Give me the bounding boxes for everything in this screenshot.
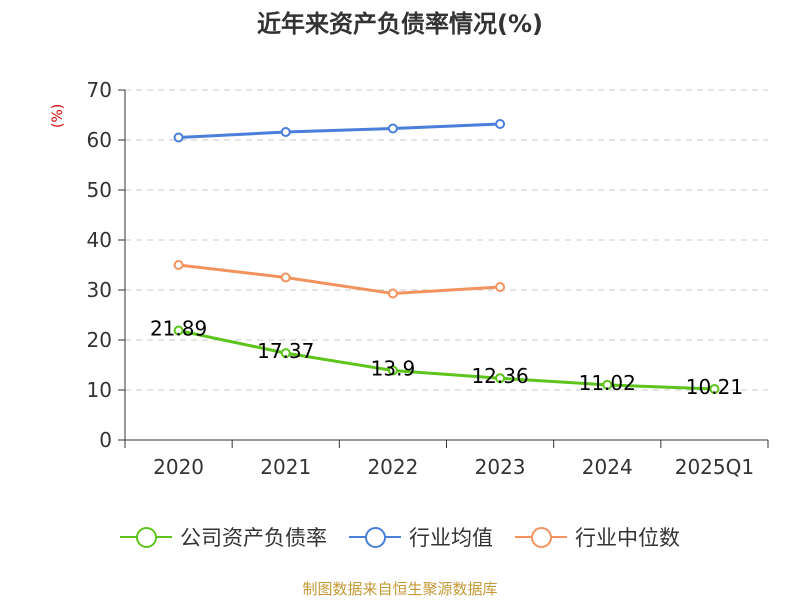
legend: 公司资产负债率 行业均值 行业中位数 xyxy=(0,520,800,554)
legend-label-industry-mean: 行业均值 xyxy=(409,526,493,550)
data-label: 17.37 xyxy=(257,339,314,363)
data-point xyxy=(602,379,613,390)
data-label: 10.21 xyxy=(686,375,743,399)
legend-label-industry-median: 行业中位数 xyxy=(575,526,680,550)
y-tick-label: 60 xyxy=(87,128,112,152)
data-point xyxy=(495,119,506,129)
data-source-note: 制图数据来自恒生聚源数据库 xyxy=(302,580,498,598)
data-point xyxy=(173,325,184,336)
series-line-2 xyxy=(178,263,501,295)
legend-item-industry-median[interactable]: 行业中位数 xyxy=(515,522,680,552)
y-tick-label: 40 xyxy=(87,228,112,252)
y-tick-label: 20 xyxy=(87,328,112,352)
y-tick-label: 30 xyxy=(87,278,112,302)
series-line-0 xyxy=(178,329,715,391)
legend-marker-industry-median xyxy=(515,526,567,548)
data-label: 11.02 xyxy=(579,371,636,395)
data-label: 13.9 xyxy=(371,357,416,381)
y-tick-label: 0 xyxy=(99,428,112,452)
legend-marker-industry-mean xyxy=(349,526,401,548)
data-point xyxy=(495,373,506,384)
data-label: 21.89 xyxy=(150,317,207,341)
y-tick-label: 50 xyxy=(87,178,112,202)
data-label: 12.36 xyxy=(471,364,528,388)
data-point xyxy=(387,365,398,376)
y-tick-label: 10 xyxy=(87,378,112,402)
x-tick-label: 2020 xyxy=(153,455,204,479)
x-tick-label: 2025Q1 xyxy=(675,455,754,479)
x-tick-label: 2021 xyxy=(260,455,311,479)
legend-label-company: 公司资产负债率 xyxy=(180,526,327,550)
x-tick-label: 2023 xyxy=(475,455,526,479)
line-chart: 0 10 20 30 40 50 60 70 2020 2021 2022 2023 2024 2025Q… xyxy=(87,78,769,479)
x-tick-label: 2022 xyxy=(367,455,418,479)
x-tick-label: 2024 xyxy=(582,455,633,479)
data-point xyxy=(280,348,291,359)
chart-title: 近年来资产负债率情况(%) xyxy=(257,10,543,38)
data-point xyxy=(173,132,184,143)
data-point xyxy=(280,272,291,283)
legend-item-company[interactable]: 公司资产负债率 xyxy=(120,522,327,552)
data-point xyxy=(387,288,398,299)
data-point xyxy=(495,282,506,292)
legend-marker-company xyxy=(120,526,172,548)
data-point xyxy=(280,127,291,137)
y-tick-label: 70 xyxy=(87,78,112,102)
data-point xyxy=(709,383,720,394)
data-point xyxy=(387,123,398,134)
data-point xyxy=(173,260,184,270)
legend-item-industry-mean[interactable]: 行业均值 xyxy=(349,522,493,552)
series-line-1 xyxy=(178,122,501,139)
